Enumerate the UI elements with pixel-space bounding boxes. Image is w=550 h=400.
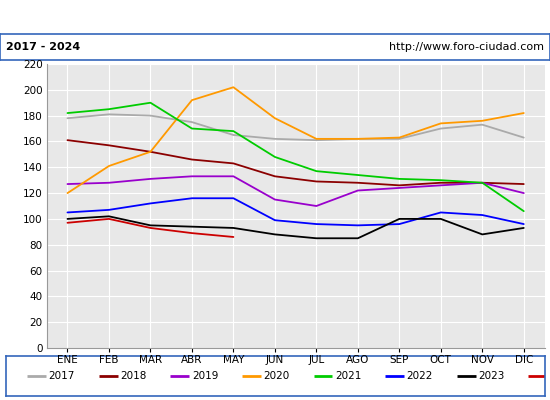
Text: 2017: 2017 bbox=[48, 371, 75, 381]
Text: 2021: 2021 bbox=[335, 371, 361, 381]
Text: 2018: 2018 bbox=[120, 371, 147, 381]
Text: 2017 - 2024: 2017 - 2024 bbox=[6, 42, 80, 52]
Text: 2019: 2019 bbox=[192, 371, 218, 381]
Text: 2023: 2023 bbox=[478, 371, 505, 381]
Text: 2020: 2020 bbox=[263, 371, 290, 381]
Text: http://www.foro-ciudad.com: http://www.foro-ciudad.com bbox=[389, 42, 544, 52]
Text: Evolucion del paro registrado en San Cristóbal de Segovia: Evolucion del paro registrado en San Cri… bbox=[35, 9, 515, 25]
Text: 2022: 2022 bbox=[406, 371, 433, 381]
